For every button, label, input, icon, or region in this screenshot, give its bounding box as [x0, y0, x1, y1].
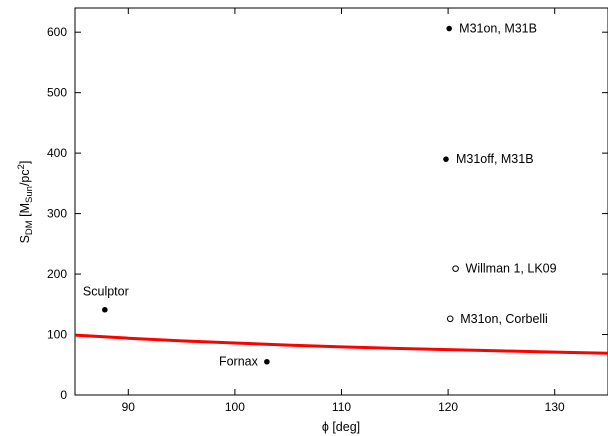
data-point-label: M31off, M31B [456, 152, 534, 166]
data-point [102, 306, 108, 313]
x-tick-label: 90 [122, 400, 136, 414]
x-axis-ticks: 90 100 110 120 130 [122, 8, 565, 414]
y-label-unit-sup: 2 [16, 164, 27, 169]
data-point-label: M31on, Corbelli [460, 312, 548, 326]
data-point-label: Sculptor [83, 285, 129, 299]
y-tick-label: 600 [47, 25, 67, 39]
data-point [446, 25, 452, 32]
y-label-unit-mid: /pc [18, 169, 32, 186]
y-tick-label: 500 [47, 86, 67, 100]
data-point-label: Fornax [219, 355, 259, 369]
data-point-open [446, 315, 454, 323]
y-label-unit-sub: Sun [24, 186, 35, 203]
data-point-label: M31on, M31B [459, 22, 537, 36]
points-layer: Sculptor Fornax M31on, M31B M31off, M31B Wil… [83, 22, 557, 369]
y-tick-label: 300 [47, 207, 67, 221]
x-axis-label: ϕ [deg] [322, 420, 360, 434]
y-tick-label: 200 [47, 267, 67, 281]
data-point-open [452, 265, 459, 272]
x-tick-label: 100 [225, 400, 245, 414]
y-tick-label: 400 [47, 146, 67, 160]
y-tick-label: 0 [60, 388, 67, 402]
y-label-base: S [18, 235, 32, 243]
x-tick-label: 110 [332, 400, 351, 414]
x-tick-label: 120 [438, 400, 458, 414]
data-point [264, 358, 270, 365]
fit-curve [74, 333, 608, 355]
data-point [443, 156, 449, 162]
x-tick-label: 130 [545, 400, 565, 414]
plot-frame [74, 7, 608, 396]
y-axis-ticks: 0 100 200 300 400 500 600 [47, 25, 608, 402]
y-axis-label: SDM [MSun/pc2] [16, 161, 35, 244]
y-label-base-sub: DM [24, 220, 35, 235]
y-tick-label: 100 [47, 328, 67, 342]
curve-layer [74, 333, 608, 355]
data-point-label: Willman 1, LK09 [466, 262, 557, 276]
y-label-unit-open: [M [18, 203, 32, 220]
y-label-unit-close: ] [18, 161, 32, 164]
